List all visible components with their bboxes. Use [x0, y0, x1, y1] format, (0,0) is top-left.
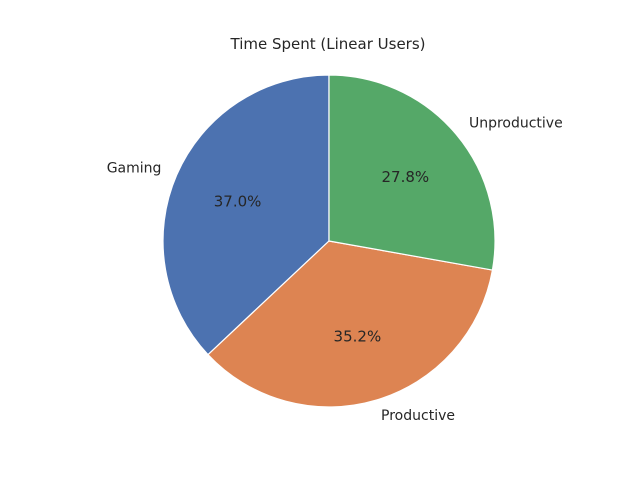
slice-label-productive: Productive	[381, 408, 455, 424]
slice-label-unproductive: Unproductive	[469, 116, 563, 132]
pie-slice-gaming	[162, 74, 330, 356]
pct-label-gaming: 37.0%	[214, 192, 262, 210]
slice-label-gaming: Gaming	[107, 160, 162, 176]
pie-labels: 37.0% Gaming 35.2% Productive 27.8% Unproduct…	[107, 116, 563, 424]
pct-label-unproductive: 27.8%	[382, 168, 430, 186]
pct-label-productive: 35.2%	[334, 327, 382, 345]
pie-slices	[162, 74, 496, 408]
chart-title: Time Spent (Linear Users)	[230, 35, 426, 53]
pie-slice-productive	[207, 240, 494, 408]
pie-slice-unproductive	[328, 74, 496, 271]
